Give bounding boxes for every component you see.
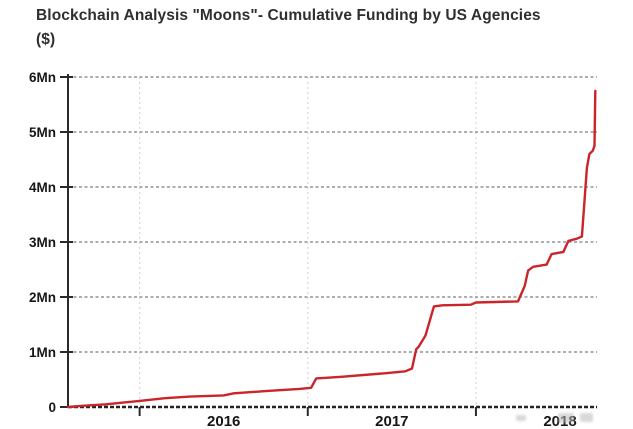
x-tick-label: 2016 bbox=[207, 413, 240, 429]
y-tick-label: 6Mn bbox=[29, 70, 56, 85]
x-tick-label: 2018 bbox=[543, 413, 576, 429]
funding-line bbox=[66, 89, 597, 409]
y-tick-label: 1Mn bbox=[29, 345, 56, 360]
y-tick-label: 2Mn bbox=[29, 290, 56, 305]
x-tick-label: 2017 bbox=[375, 413, 408, 429]
y-tick-label: 5Mn bbox=[29, 125, 56, 140]
y-tick-label: 3Mn bbox=[29, 235, 56, 250]
chart-title-line1: Blockchain Analysis "Moons"- Cumulative … bbox=[36, 7, 541, 24]
y-tick-label: 4Mn bbox=[29, 180, 56, 195]
chart-title-line2: ($) bbox=[36, 31, 56, 48]
chart-title: Blockchain Analysis "Moons"- Cumulative … bbox=[36, 4, 621, 52]
y-tick-label: 0 bbox=[48, 400, 56, 415]
